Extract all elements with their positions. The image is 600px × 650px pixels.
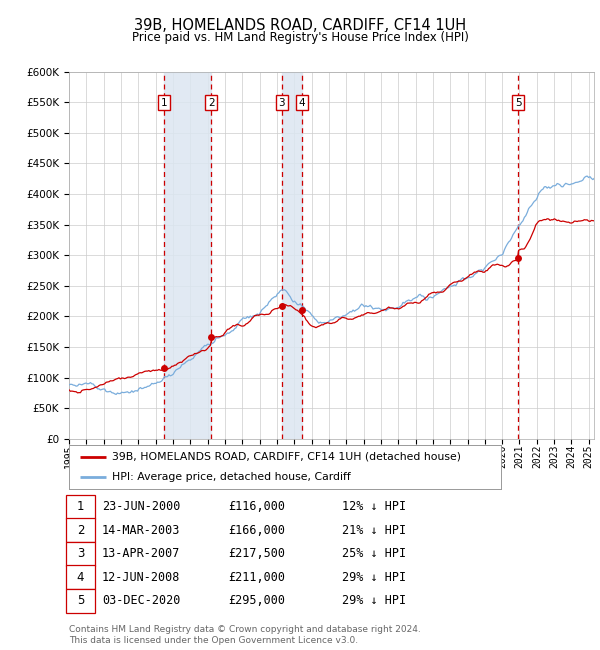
Bar	[282, 72, 302, 439]
Text: HPI: Average price, detached house, Cardiff: HPI: Average price, detached house, Card…	[112, 472, 351, 482]
Text: 14-MAR-2003: 14-MAR-2003	[102, 524, 181, 537]
Text: 5: 5	[77, 594, 84, 607]
Text: 2: 2	[77, 524, 84, 537]
Text: 39B, HOMELANDS ROAD, CARDIFF, CF14 1UH (detached house): 39B, HOMELANDS ROAD, CARDIFF, CF14 1UH (…	[112, 452, 461, 461]
Point	[277, 300, 287, 311]
Text: 3: 3	[77, 547, 84, 560]
Bar	[164, 72, 211, 439]
Point	[206, 332, 216, 343]
Text: Price paid vs. HM Land Registry's House Price Index (HPI): Price paid vs. HM Land Registry's House …	[131, 31, 469, 44]
Text: 4: 4	[299, 98, 305, 108]
Text: 13-APR-2007: 13-APR-2007	[102, 547, 181, 560]
Point	[297, 304, 307, 315]
Text: 1: 1	[77, 500, 84, 514]
Text: Contains HM Land Registry data © Crown copyright and database right 2024.
This d: Contains HM Land Registry data © Crown c…	[69, 625, 421, 645]
Text: 23-JUN-2000: 23-JUN-2000	[102, 500, 181, 514]
Text: 2: 2	[208, 98, 214, 108]
Text: £116,000: £116,000	[228, 500, 285, 514]
Text: 29% ↓ HPI: 29% ↓ HPI	[342, 594, 406, 607]
Text: 25% ↓ HPI: 25% ↓ HPI	[342, 547, 406, 560]
Text: £166,000: £166,000	[228, 524, 285, 537]
Text: 3: 3	[278, 98, 285, 108]
Point	[514, 253, 523, 263]
Text: £217,500: £217,500	[228, 547, 285, 560]
Text: 12% ↓ HPI: 12% ↓ HPI	[342, 500, 406, 514]
Text: 1: 1	[160, 98, 167, 108]
Text: 5: 5	[515, 98, 521, 108]
Text: 03-DEC-2020: 03-DEC-2020	[102, 594, 181, 607]
Text: 12-JUN-2008: 12-JUN-2008	[102, 571, 181, 584]
Text: 39B, HOMELANDS ROAD, CARDIFF, CF14 1UH: 39B, HOMELANDS ROAD, CARDIFF, CF14 1UH	[134, 18, 466, 33]
Text: 4: 4	[77, 571, 84, 584]
Text: 21% ↓ HPI: 21% ↓ HPI	[342, 524, 406, 537]
Text: 29% ↓ HPI: 29% ↓ HPI	[342, 571, 406, 584]
Text: £295,000: £295,000	[228, 594, 285, 607]
Point	[159, 363, 169, 373]
Text: £211,000: £211,000	[228, 571, 285, 584]
